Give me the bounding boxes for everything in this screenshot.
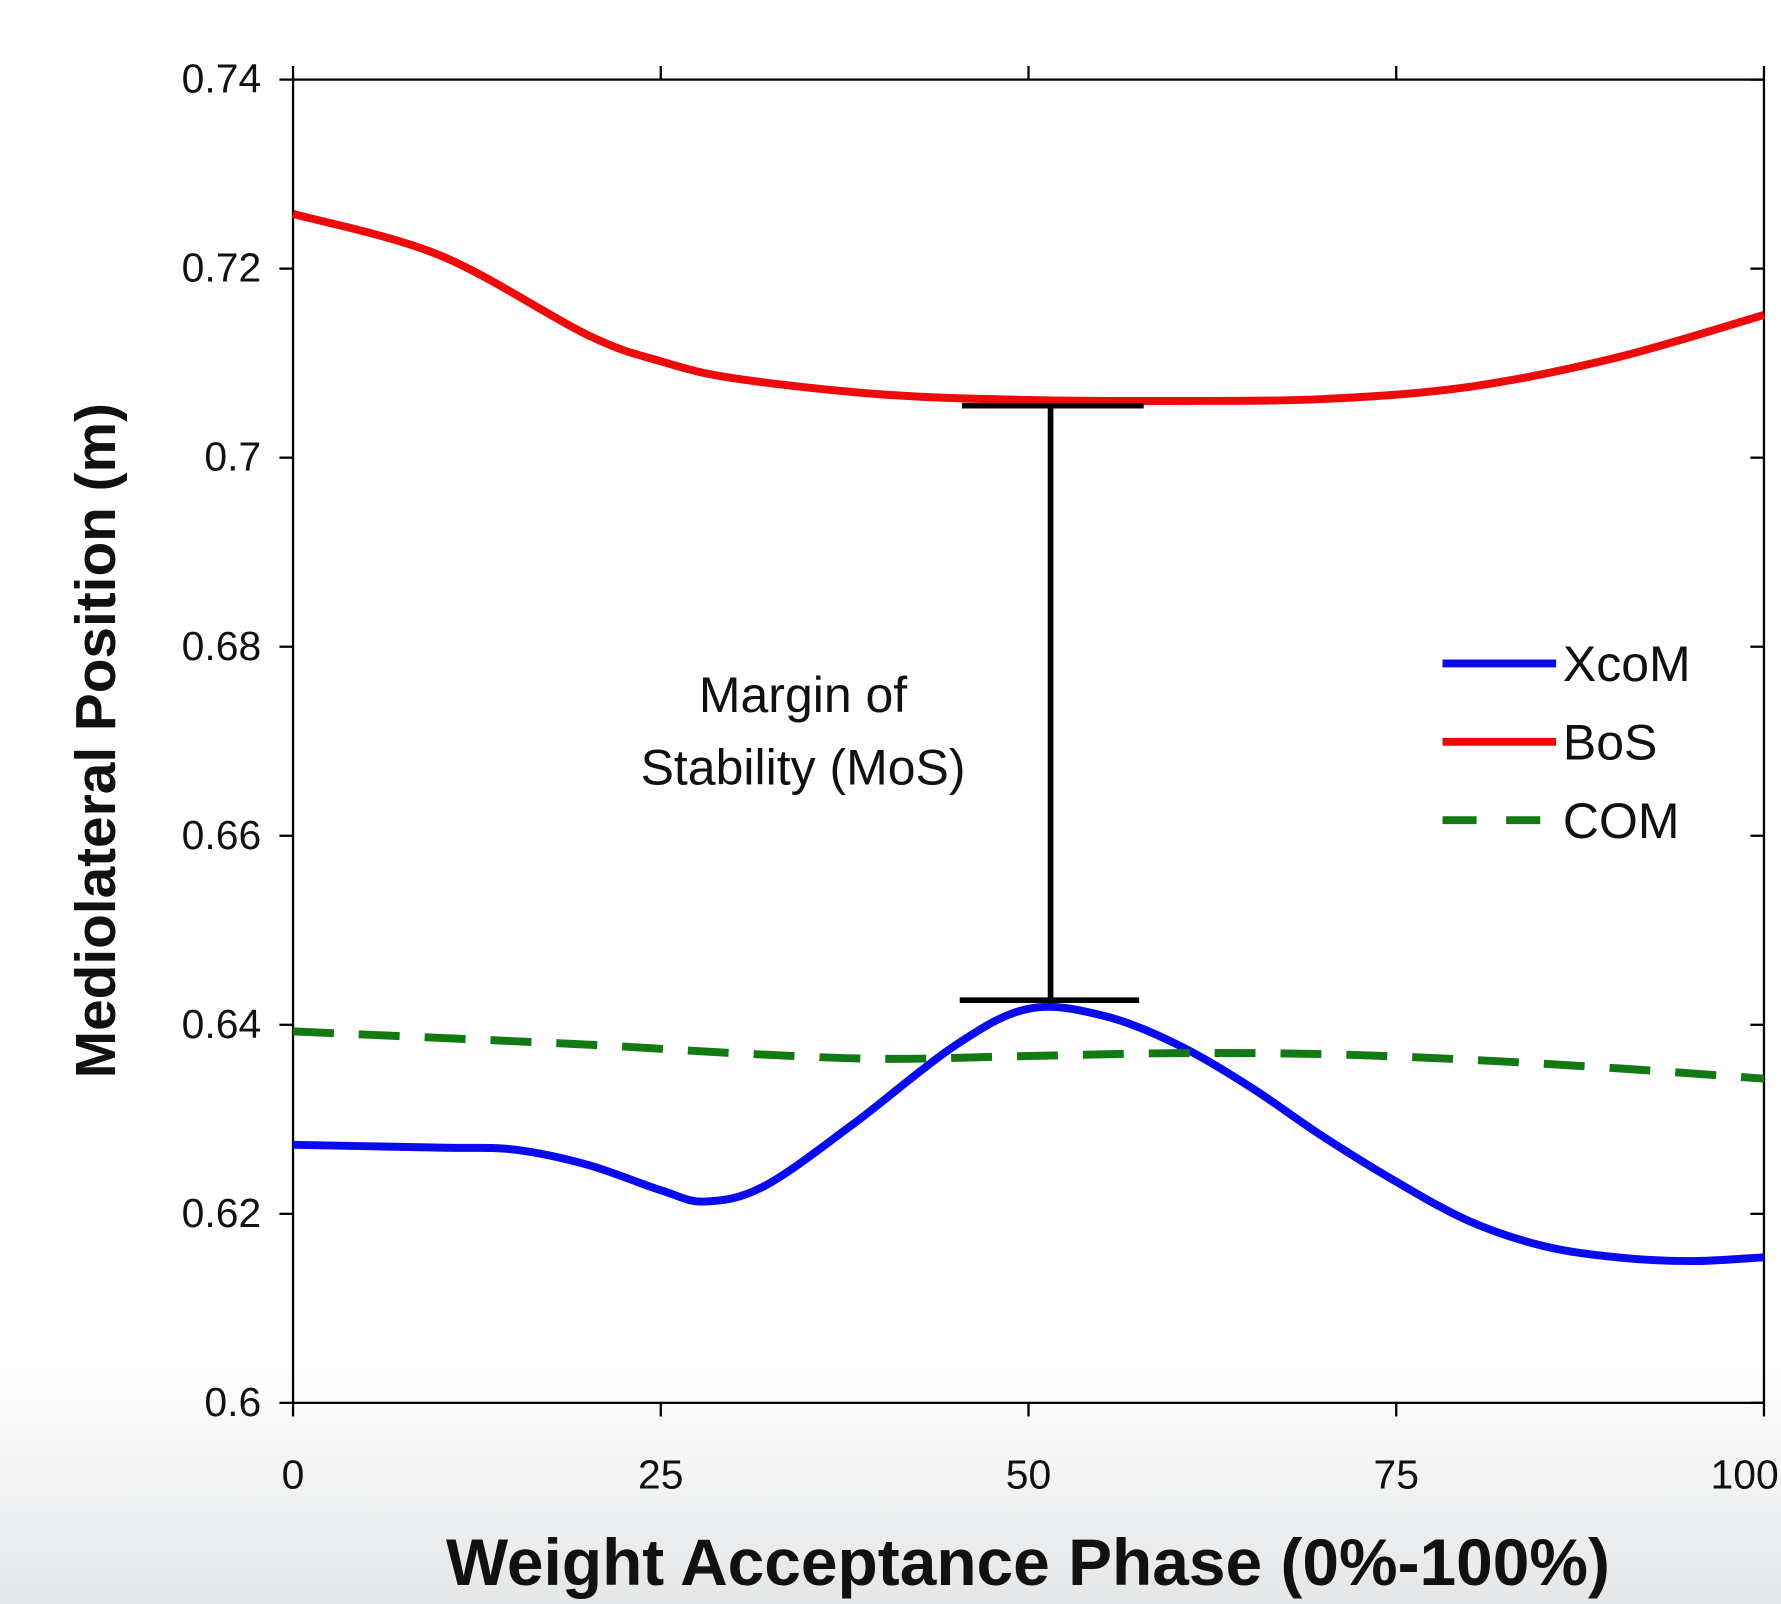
x-tick-label: 50 <box>1006 1452 1051 1498</box>
x-tick-label: 100 <box>1711 1452 1779 1498</box>
y-axis-label: Mediolateral Position (m) <box>65 403 128 1078</box>
x-axis-label: Weight Acceptance Phase (0%-100%) <box>446 1525 1610 1599</box>
x-tick-label: 75 <box>1373 1452 1418 1498</box>
x-tick-label: 0 <box>282 1452 305 1498</box>
y-tick-label: 0.68 <box>182 623 262 669</box>
legend-label: XcoM <box>1563 636 1691 692</box>
y-tick-label: 0.6 <box>204 1379 261 1425</box>
legend-label: COM <box>1563 793 1680 849</box>
y-tick-label: 0.62 <box>182 1190 262 1236</box>
annotation-text: Margin of <box>699 667 907 723</box>
line-series <box>292 1027 1765 1083</box>
y-tick-label: 0.64 <box>182 1001 262 1047</box>
annotation-text: Stability (MoS) <box>641 740 966 796</box>
y-tick-label: 0.72 <box>182 245 262 291</box>
x-tick-label: 25 <box>638 1452 683 1498</box>
y-tick-label: 0.74 <box>182 56 262 102</box>
y-tick-label: 0.7 <box>204 434 261 480</box>
line-series <box>292 1002 1765 1266</box>
legend-label: BoS <box>1563 715 1657 771</box>
line-series <box>291 209 1766 406</box>
y-tick-label: 0.66 <box>182 812 262 858</box>
